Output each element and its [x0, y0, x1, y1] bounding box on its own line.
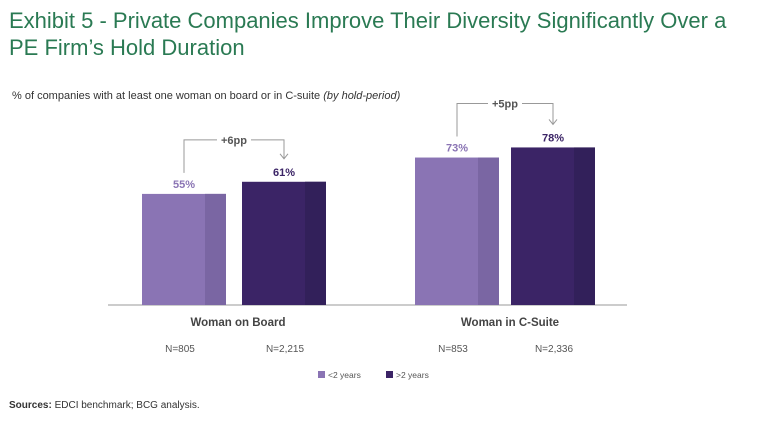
data-label-short-1: 73%: [446, 143, 468, 155]
bar-shade-short-1: [478, 157, 499, 305]
data-label-short-0: 55%: [173, 179, 195, 191]
annotation-bg-1: [488, 96, 522, 111]
bar-shade-long-0: [305, 181, 326, 305]
sample-size-long-0: N=2,215: [266, 344, 305, 355]
subtitle-italic: (by hold-period): [323, 90, 401, 102]
category-label-1: Woman in C-Suite: [461, 317, 559, 329]
bar-shade-long-1: [574, 147, 595, 305]
sample-size-short-0: N=805: [165, 344, 195, 355]
sample-size-short-1: N=853: [438, 344, 468, 355]
sources-note: Sources: EDCI benchmark; BCG analysis.: [9, 400, 200, 411]
sources-text: EDCI benchmark; BCG analysis.: [54, 400, 200, 411]
sources-label: Sources:: [9, 400, 52, 411]
data-label-long-0: 61%: [273, 167, 295, 179]
category-label-0: Woman on Board: [191, 317, 286, 329]
subtitle-main: % of companies with at least one woman o…: [12, 90, 321, 102]
legend-swatch-1: [386, 371, 393, 378]
data-label-long-1: 78%: [542, 132, 564, 144]
difference-arrowhead-1: [548, 119, 558, 126]
annotation-bg-0: [217, 132, 251, 147]
sample-size-long-1: N=2,336: [535, 344, 574, 355]
difference-annotation-1: +5pp: [492, 99, 518, 111]
legend-label-1: >2 years: [396, 370, 429, 380]
difference-arrowhead-0: [279, 153, 289, 160]
bar-shade-short-0: [205, 193, 226, 305]
chart-subtitle: % of companies with at least one woman o…: [12, 90, 400, 102]
legend-label-0: <2 years: [328, 370, 361, 380]
difference-annotation-0: +6pp: [221, 135, 247, 147]
page-title: Exhibit 5 - Private Companies Improve Th…: [9, 8, 727, 60]
legend-swatch-0: [318, 371, 325, 378]
